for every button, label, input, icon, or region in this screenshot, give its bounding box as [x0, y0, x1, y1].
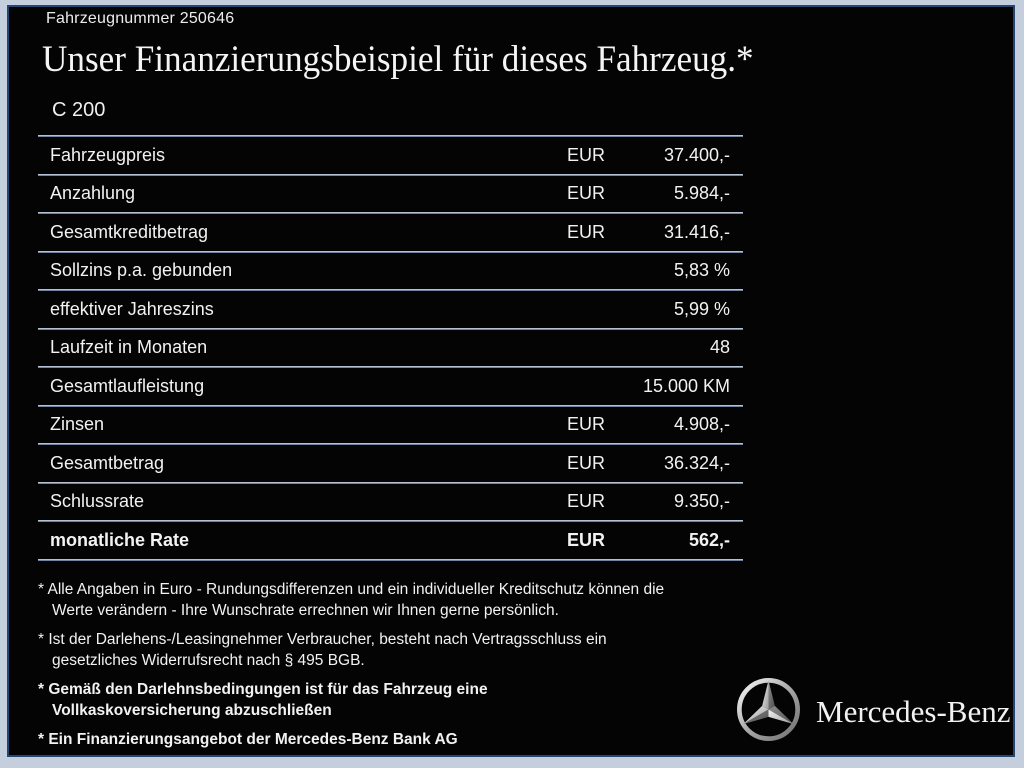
row-value: 15.000 KM [642, 375, 730, 396]
row-value: 48 [709, 337, 730, 358]
table-row: Gesamtbetrag EUR 36.324,- [38, 445, 743, 482]
row-value: 37.400,- [663, 144, 730, 165]
table-row: Laufzeit in Monaten 48 [38, 330, 743, 367]
row-label: Gesamtlaufleistung [50, 375, 205, 396]
table-row: Schlussrate EUR 9.350,- [38, 484, 743, 521]
row-value: 4.908,- [673, 414, 730, 435]
finance-table: Fahrzeugpreis EUR 37.400,- Anzahlung EUR 5.98… [38, 135, 743, 561]
table-row: monatliche Rate EUR 562,- [38, 522, 743, 559]
row-separator [38, 327, 743, 330]
row-separator [38, 173, 743, 176]
row-separator [38, 289, 743, 291]
table-row: Zinsen EUR 4.908,- [38, 407, 743, 444]
row-label: Laufzeit in Monaten [50, 337, 208, 358]
row-separator [38, 558, 743, 561]
row-value: 36.324,- [663, 452, 730, 473]
row-separator [38, 520, 743, 522]
table-row: Gesamtlaufleistung 15.000 KM [38, 368, 743, 405]
row-label: Fahrzeugpreis [50, 144, 166, 165]
footnote: * Ein Finanzierungsangebot der Mercedes-… [38, 731, 458, 748]
table-row: effektiver Jahreszins 5,99 % [38, 291, 743, 328]
row-label: Zinsen [50, 414, 105, 435]
row-currency: EUR [567, 144, 606, 165]
row-label: Gesamtbetrag [50, 452, 165, 473]
table-row: Anzahlung EUR 5.984,- [38, 176, 743, 213]
row-value: 5,83 % [673, 260, 730, 281]
row-value: 9.350,- [673, 491, 730, 512]
row-currency: EUR [567, 491, 606, 512]
row-value: 5.984,- [673, 183, 730, 204]
row-separator [38, 250, 743, 253]
table-row: Sollzins p.a. gebunden 5,83 % [38, 253, 743, 290]
content-panel: Fahrzeugnummer 250646 Unser Finanzierung… [7, 5, 1015, 757]
row-separator [38, 135, 743, 137]
row-currency: EUR [567, 414, 606, 435]
table-row: Fahrzeugpreis EUR 37.400,- [38, 137, 743, 174]
row-label: Anzahlung [50, 183, 136, 204]
row-label: Sollzins p.a. gebunden [50, 260, 233, 281]
row-currency: EUR [567, 529, 606, 550]
row-currency: EUR [567, 452, 606, 473]
vehicle-number: Fahrzeugnummer 250646 [46, 10, 235, 27]
page-title: Unser Finanzierungsbeispiel für dieses F… [42, 39, 754, 80]
row-separator [38, 366, 743, 368]
row-currency: EUR [567, 221, 606, 242]
row-label: monatliche Rate [50, 529, 190, 550]
footnote: * Alle Angaben in Euro - Rundungsdiffere… [38, 581, 665, 619]
row-label: Schlussrate [50, 491, 145, 512]
row-value: 31.416,- [663, 221, 730, 242]
row-value: 5,99 % [673, 298, 730, 319]
row-value: 562,- [688, 529, 730, 550]
row-separator [38, 481, 743, 484]
row-label: effektiver Jahreszins [50, 298, 214, 319]
row-separator [38, 404, 743, 407]
row-separator [38, 443, 743, 445]
mercedes-star-icon [737, 678, 800, 741]
model-name: C 200 [52, 99, 106, 121]
brand-wordmark: Mercedes-Benz [816, 694, 1011, 729]
row-separator [38, 212, 743, 214]
row-label: Gesamtkreditbetrag [50, 221, 209, 242]
table-row: Gesamtkreditbetrag EUR 31.416,- [38, 214, 743, 251]
row-currency: EUR [567, 183, 606, 204]
footnote: * Ist der Darlehens-/Leasingnehmer Verbr… [38, 631, 607, 669]
footnotes: * Alle Angaben in Euro - Rundungsdiffere… [38, 579, 750, 758]
footnote: * Gemäß den Darlehnsbedingungen ist für … [38, 681, 488, 719]
